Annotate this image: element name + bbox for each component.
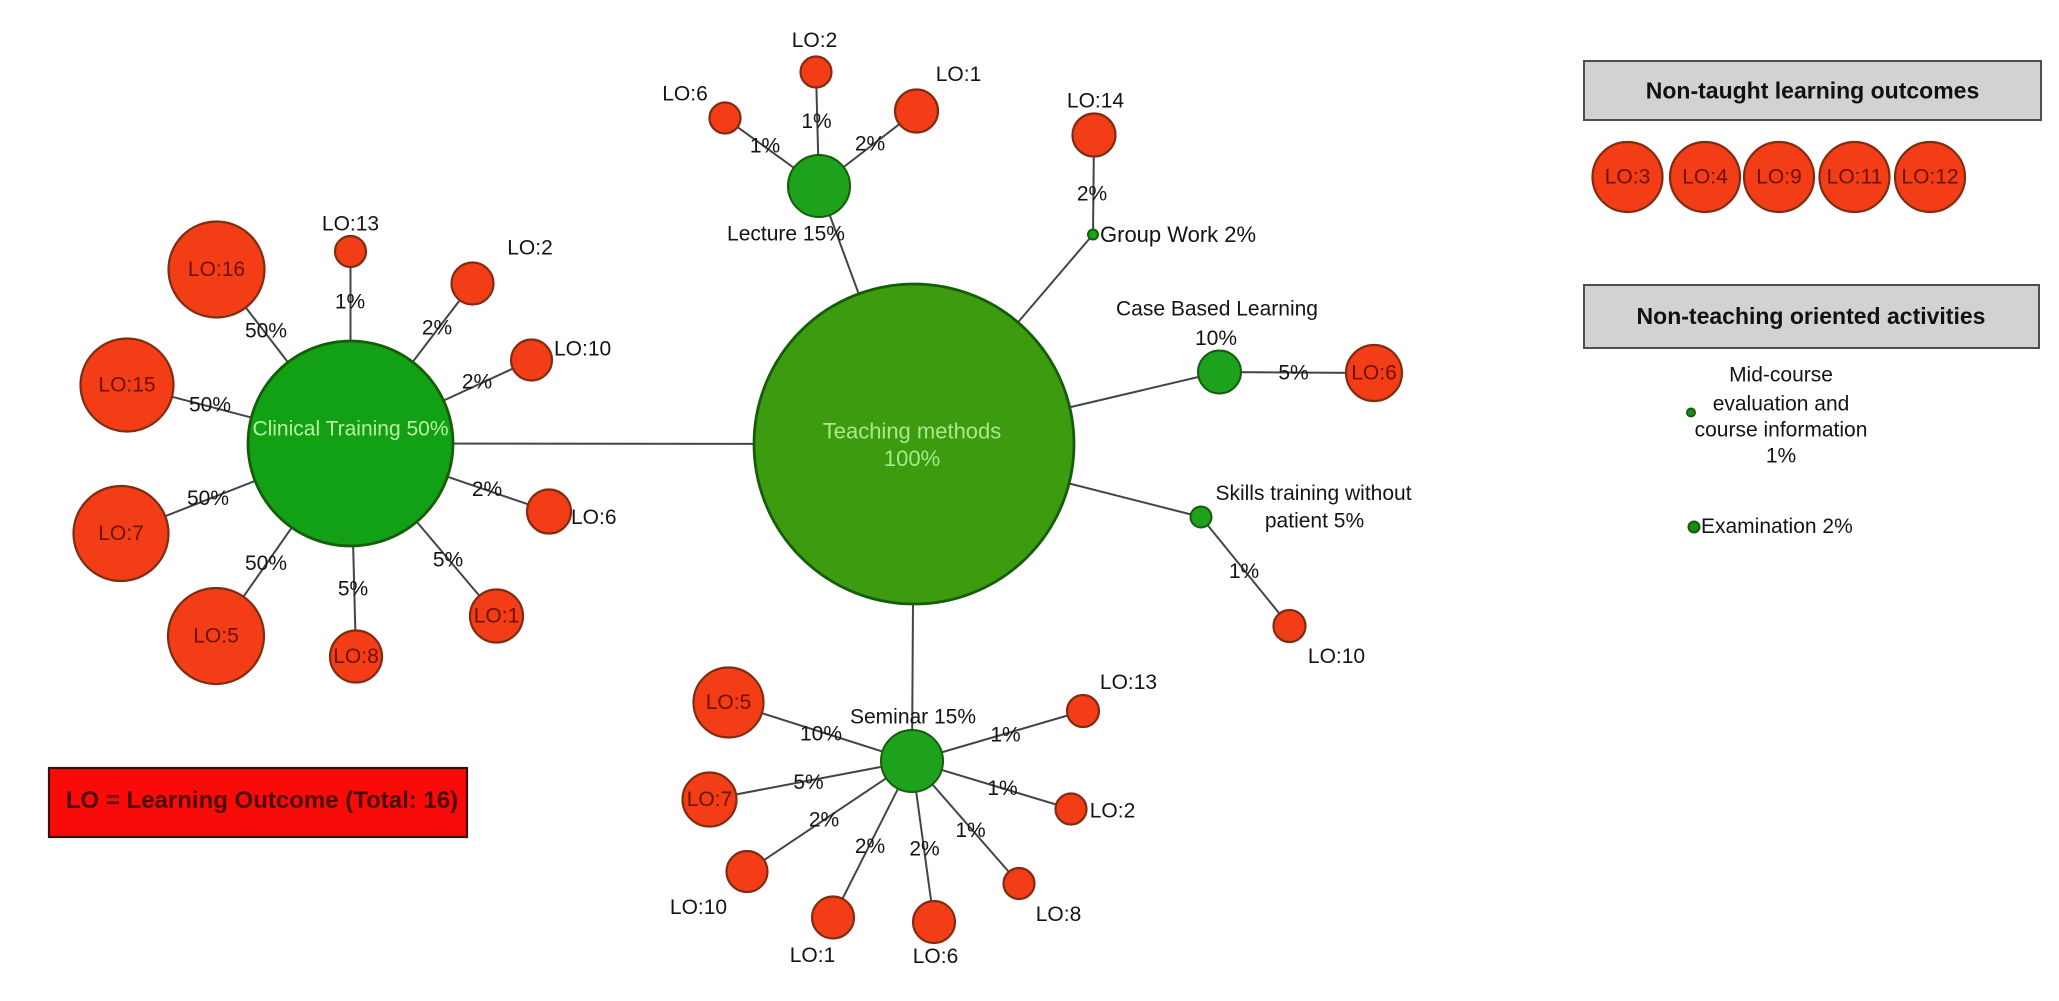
svg-text:Non-taught learning outcomes: Non-taught learning outcomes [1646,78,1980,104]
svg-text:Mid-course: Mid-course [1729,364,1833,387]
svg-text:LO:3: LO:3 [1605,166,1651,189]
svg-text:LO:10: LO:10 [670,896,727,919]
svg-text:5%: 5% [1278,362,1308,385]
svg-text:2%: 2% [809,809,839,832]
svg-text:50%: 50% [189,394,231,417]
svg-text:Examination 2%: Examination 2% [1701,515,1853,538]
svg-text:Lecture 15%: Lecture 15% [727,223,845,246]
svg-text:LO:6: LO:6 [571,506,617,529]
svg-text:patient 5%: patient 5% [1265,510,1364,533]
svg-text:1%: 1% [801,110,831,133]
svg-text:LO:12: LO:12 [1901,166,1958,189]
svg-text:2%: 2% [462,371,492,394]
svg-text:LO:1: LO:1 [790,944,836,967]
svg-text:Seminar 15%: Seminar 15% [850,706,976,729]
svg-text:LO:10: LO:10 [554,338,611,361]
svg-text:LO:2: LO:2 [1090,800,1136,823]
svg-text:LO:2: LO:2 [507,237,553,260]
svg-text:LO:6: LO:6 [913,945,959,968]
svg-text:2%: 2% [472,478,502,501]
svg-text:LO:9: LO:9 [1756,166,1802,189]
svg-text:1%: 1% [987,777,1017,800]
svg-text:2%: 2% [855,133,885,156]
svg-text:LO:1: LO:1 [936,63,982,86]
svg-text:LO:7: LO:7 [98,522,144,545]
svg-text:LO:10: LO:10 [1308,645,1365,668]
svg-text:1%: 1% [955,819,985,842]
svg-text:Clinical Training 50%: Clinical Training 50% [252,418,448,441]
svg-text:LO:16: LO:16 [188,258,245,281]
svg-text:5%: 5% [338,578,368,601]
svg-text:LO:6: LO:6 [662,83,708,106]
svg-text:LO:7: LO:7 [687,788,733,811]
svg-text:1%: 1% [335,291,365,314]
svg-text:1%: 1% [990,724,1020,747]
svg-text:1%: 1% [1766,445,1796,468]
svg-text:Teaching methods: Teaching methods [823,419,1002,444]
svg-text:5%: 5% [433,549,463,572]
svg-text:Skills training without: Skills training without [1215,482,1411,505]
svg-text:2%: 2% [855,835,885,858]
svg-text:2%: 2% [909,838,939,861]
svg-text:100%: 100% [884,446,940,471]
svg-text:1%: 1% [1229,560,1259,583]
svg-text:50%: 50% [187,487,229,510]
svg-text:10%: 10% [800,723,842,746]
svg-text:1%: 1% [750,135,780,158]
svg-text:50%: 50% [245,320,287,343]
svg-text:50%: 50% [245,552,287,575]
svg-text:evaluation and: evaluation and [1713,393,1850,416]
svg-text:10%: 10% [1195,327,1237,350]
svg-text:LO:14: LO:14 [1067,90,1125,113]
svg-text:Non-teaching oriented activiti: Non-teaching oriented activities [1637,303,1986,329]
svg-text:course information: course information [1695,419,1868,442]
svg-text:LO:1: LO:1 [474,605,520,628]
svg-text:LO:6: LO:6 [1351,362,1397,385]
svg-text:2%: 2% [1077,183,1107,206]
svg-text:5%: 5% [793,771,823,794]
svg-text:2%: 2% [422,317,452,340]
svg-text:LO:13: LO:13 [322,213,379,236]
svg-text:LO:8: LO:8 [333,645,379,668]
svg-text:LO:13: LO:13 [1100,671,1157,694]
svg-text:Group Work 2%: Group Work 2% [1100,222,1256,247]
svg-text:LO:2: LO:2 [792,29,838,52]
svg-text:Case Based Learning: Case Based Learning [1116,298,1318,321]
svg-text:LO:5: LO:5 [193,625,239,648]
svg-text:LO:15: LO:15 [98,374,155,397]
svg-text:LO:8: LO:8 [1036,903,1082,926]
svg-text:LO:5: LO:5 [706,691,752,714]
svg-text:LO = Learning Outcome (Total:: LO = Learning Outcome (Total: 16) [66,787,458,814]
svg-text:LO:11: LO:11 [1827,166,1883,189]
svg-text:LO:4: LO:4 [1682,166,1728,189]
